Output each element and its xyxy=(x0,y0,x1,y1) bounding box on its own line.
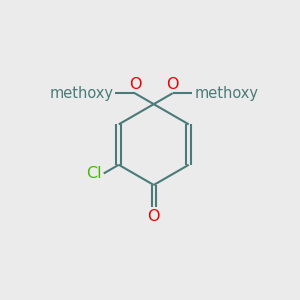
Text: Cl: Cl xyxy=(86,166,102,181)
Text: O: O xyxy=(148,209,160,224)
Text: methoxy: methoxy xyxy=(49,86,113,101)
Text: O: O xyxy=(129,77,142,92)
Text: O: O xyxy=(166,77,178,92)
Text: methoxy: methoxy xyxy=(194,86,258,101)
